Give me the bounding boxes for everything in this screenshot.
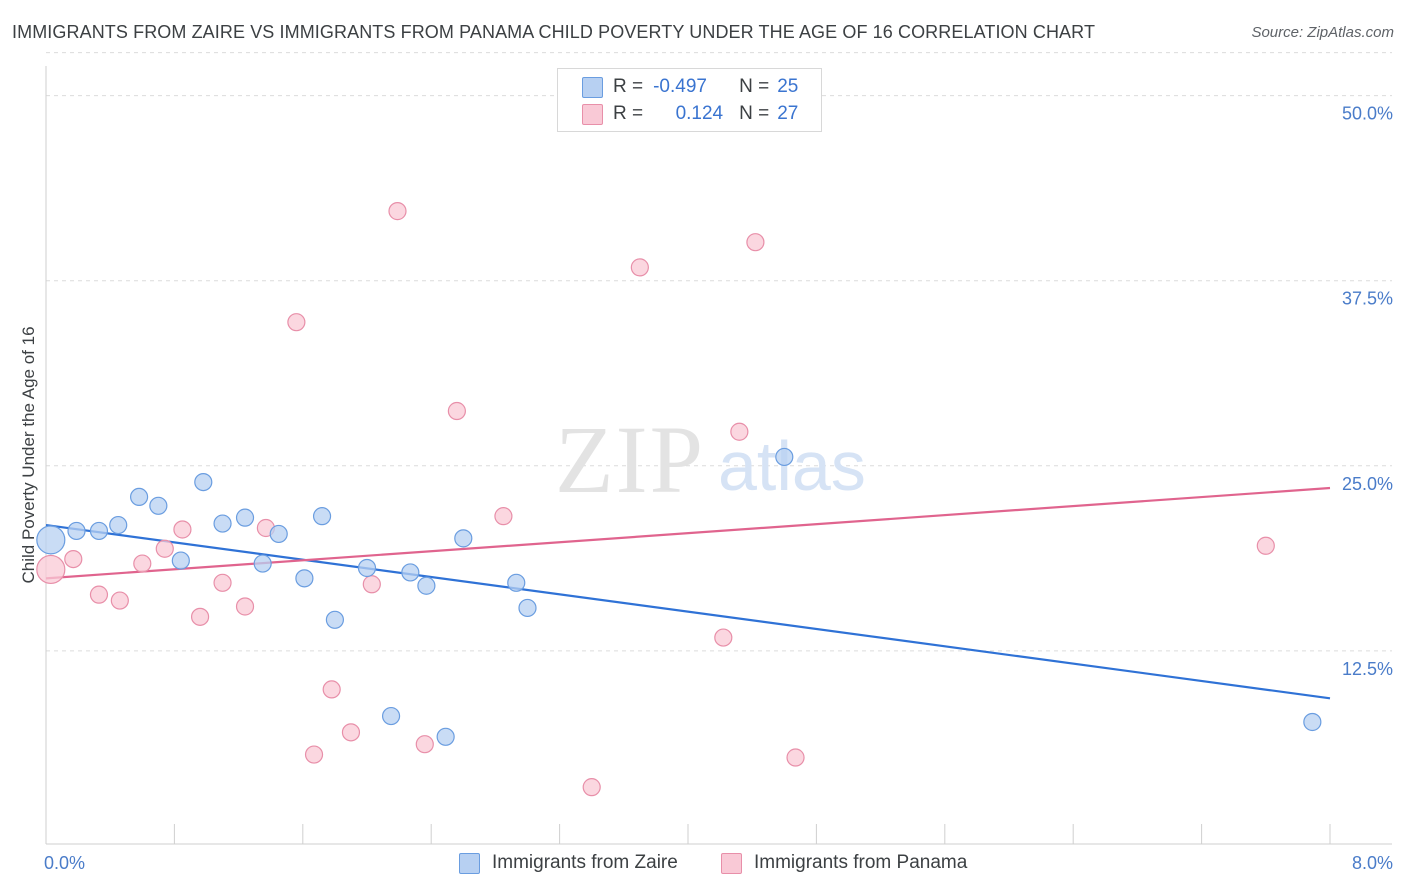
- legend-r-label: R =: [613, 103, 644, 124]
- panama-point: [110, 591, 129, 610]
- panama-point: [190, 607, 210, 626]
- y-tick-label: 12.5%: [1342, 659, 1393, 679]
- panama-point: [89, 585, 109, 604]
- zaire-point: [507, 573, 526, 592]
- zaire-trend-line: [45, 523, 1331, 700]
- zaire-point: [67, 521, 86, 541]
- zaire-point: [253, 554, 272, 573]
- zaire-point: [171, 551, 190, 570]
- y-tick-label: 37.5%: [1342, 289, 1393, 309]
- y-axis-label: Child Poverty Under the Age of 16: [19, 326, 38, 583]
- panama-point: [730, 422, 749, 441]
- zaire-point: [269, 524, 288, 544]
- axes: [45, 66, 1392, 845]
- x-tick-label: 8.0%: [1352, 853, 1393, 873]
- watermark-zip: ZIP: [555, 406, 705, 513]
- tick-labels: 12.5% 25.0% 37.5% 50.0% 0.0% 8.0%: [44, 104, 1393, 873]
- zaire-point: [213, 514, 232, 533]
- panama-point: [155, 539, 174, 558]
- grid-lines: [46, 52, 1392, 652]
- zaire-point: [312, 507, 332, 526]
- zaire-point: [401, 563, 420, 582]
- panama-point: [388, 202, 407, 221]
- panama-point: [173, 520, 192, 539]
- zaire-legend-label: Immigrants from Zaire: [492, 852, 678, 873]
- legend-item-panama: Immigrants from Panama: [721, 852, 967, 874]
- panama-r-value: 0.124: [675, 103, 724, 124]
- zaire-point: [775, 447, 794, 467]
- panama-point: [213, 573, 232, 592]
- panama-point: [133, 554, 152, 573]
- y-tick-label: 50.0%: [1342, 104, 1393, 124]
- zaire-r-value: -0.497: [653, 76, 707, 97]
- panama-point: [304, 745, 324, 764]
- zaire-point: [1303, 712, 1322, 732]
- panama-n-value: 27: [777, 103, 799, 124]
- legend-row-zaire: R = -0.497 N = 25: [582, 74, 798, 100]
- panama-point: [322, 680, 341, 699]
- zaire-n-value: 25: [777, 76, 799, 97]
- zaire-point: [109, 515, 128, 535]
- panama-point: [786, 748, 805, 767]
- zaire-point: [381, 706, 401, 726]
- zaire-point: [357, 558, 377, 578]
- panama-point: [64, 549, 83, 569]
- chart-title: IMMIGRANTS FROM ZAIRE VS IMMIGRANTS FROM…: [12, 22, 1096, 42]
- panama-point: [447, 401, 466, 421]
- zaire-point: [436, 727, 455, 746]
- legend-item-zaire: Immigrants from Zaire: [459, 852, 678, 874]
- panama-legend-swatch: [721, 852, 742, 874]
- data-points: [36, 202, 1322, 797]
- panama-legend-label: Immigrants from Panama: [754, 852, 968, 873]
- zaire-point: [295, 569, 314, 588]
- panama-point: [36, 554, 66, 585]
- correlation-legend: R = -0.497 N = 25 R = 0.124 N = 27: [557, 68, 822, 132]
- zaire-point: [417, 576, 436, 595]
- panama-swatch: [582, 103, 603, 125]
- zaire-point: [454, 529, 473, 548]
- zaire-point: [89, 521, 109, 541]
- panama-point: [415, 735, 434, 754]
- legend-n-label: N =: [739, 76, 770, 97]
- zaire-point: [129, 487, 149, 507]
- y-tick-label: 25.0%: [1342, 474, 1393, 494]
- legend-n-label: N =: [739, 103, 770, 124]
- panama-point: [630, 258, 649, 277]
- zaire-point: [149, 496, 168, 515]
- series-legend: Immigrants from Zaire Immigrants from Pa…: [0, 852, 1406, 878]
- panama-point: [494, 507, 513, 526]
- zaire-point: [235, 508, 255, 527]
- x-tick-label: 0.0%: [44, 853, 85, 873]
- panama-point: [287, 313, 306, 332]
- zaire-point: [36, 525, 66, 555]
- panama-point: [1256, 536, 1275, 555]
- panama-point: [714, 628, 733, 647]
- source-label: Source: ZipAtlas.com: [1251, 24, 1394, 41]
- panama-point: [746, 233, 765, 252]
- zaire-point: [325, 610, 344, 629]
- zaire-point: [518, 598, 537, 618]
- legend-r-label: R =: [613, 76, 644, 97]
- watermark: ZIP atlas: [555, 406, 866, 513]
- zaire-swatch: [582, 76, 603, 98]
- zaire-point: [194, 472, 213, 492]
- legend-row-panama: R = 0.124 N = 27: [582, 101, 798, 127]
- panama-point: [362, 575, 381, 594]
- panama-point: [341, 723, 361, 742]
- panama-point: [582, 778, 601, 797]
- zaire-legend-swatch: [459, 852, 480, 874]
- panama-point: [235, 597, 255, 616]
